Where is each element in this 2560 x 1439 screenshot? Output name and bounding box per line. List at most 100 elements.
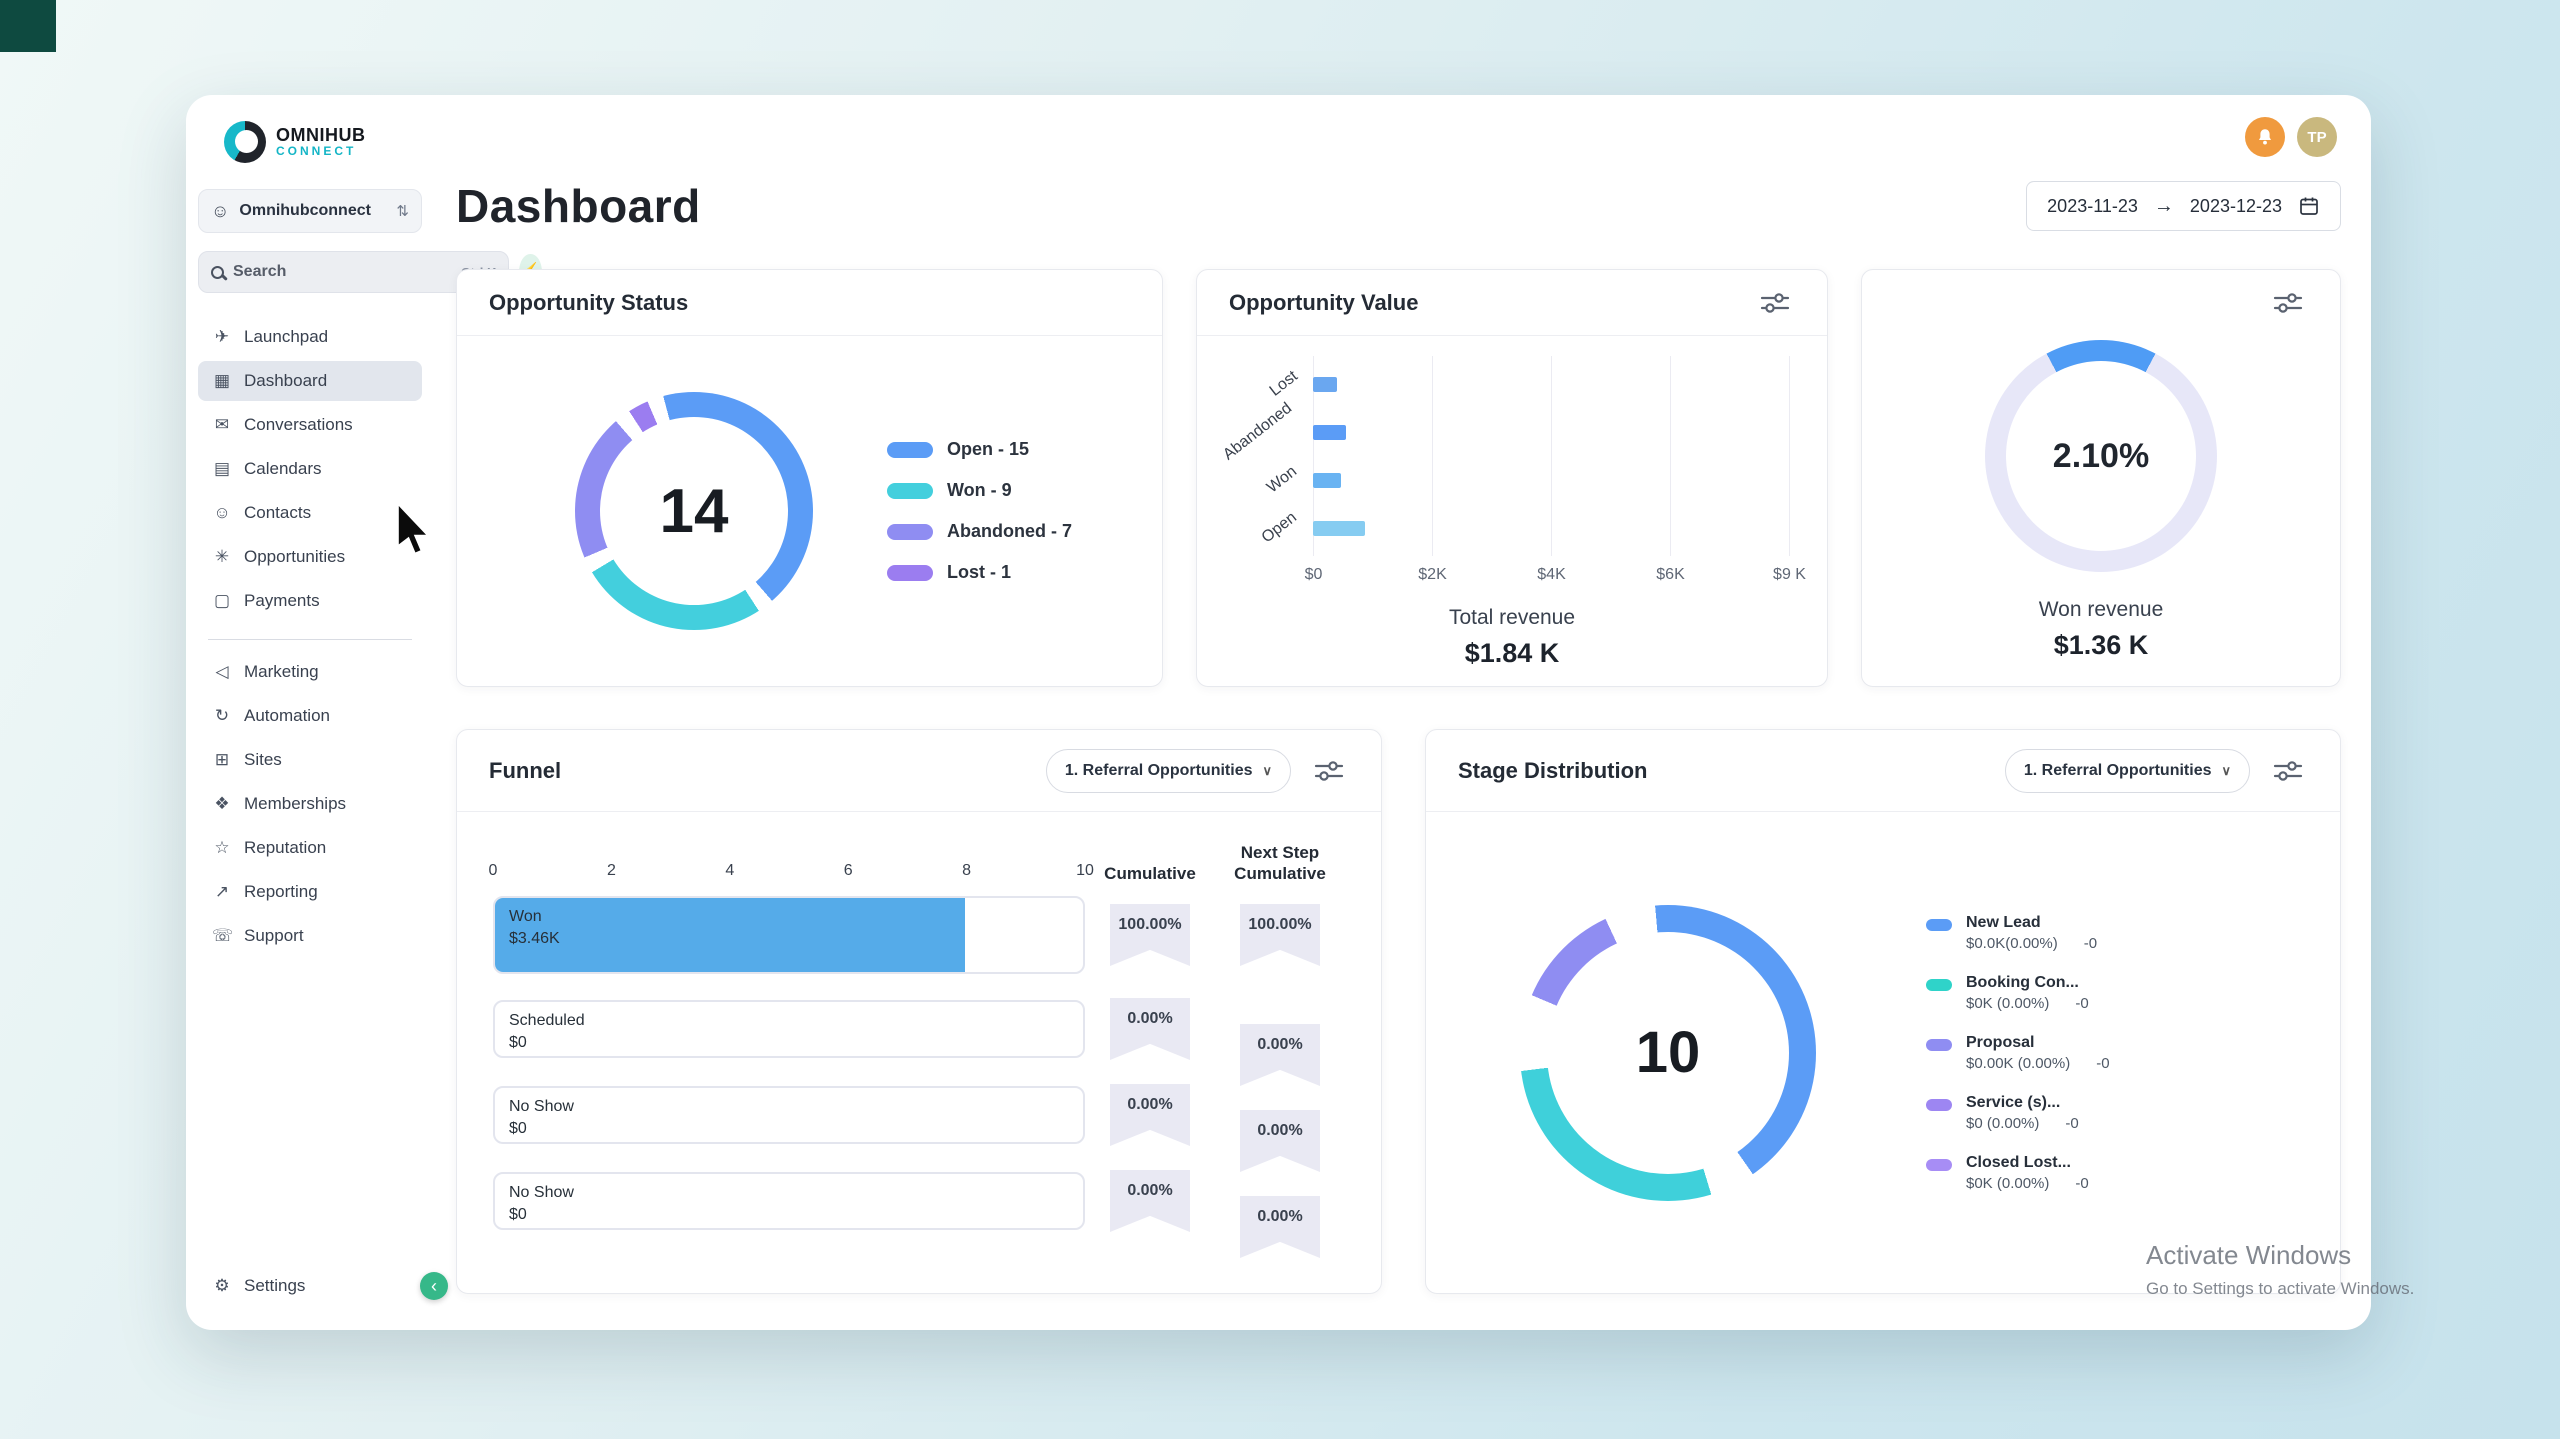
- activate-windows-watermark: Activate Windows Go to Settings to activ…: [2146, 1240, 2415, 1298]
- funnel-stage-label: Won: [509, 908, 542, 925]
- category-label: Lost: [1266, 367, 1301, 400]
- value-bar-row: Abandoned: [1213, 400, 1789, 464]
- app-window: OMNIHUB CONNECT ☺ Omnihubconnect ⇅ Ctrl …: [186, 95, 2371, 1330]
- axis-tick-label: $6K: [1656, 566, 1685, 583]
- marketing-icon: ◁: [215, 662, 229, 681]
- secondary-nav: ◁ Marketing ↻ Automation ⊞ Sites ❖ Membe…: [198, 652, 422, 956]
- funnel-stage-amount: $0: [509, 1119, 527, 1137]
- bar-area: [1313, 376, 1789, 392]
- sidebar-item-memberships[interactable]: ❖ Memberships: [198, 784, 422, 824]
- card-header: Opportunity Value: [1197, 270, 1827, 336]
- tune-icon: [1314, 760, 1344, 781]
- legend-text: Booking Con... $0K (0.00%) -0: [1966, 973, 2089, 1012]
- sidebar-item-reporting[interactable]: ↗ Reporting: [198, 872, 422, 912]
- funnel-stage-label: Scheduled: [509, 1012, 585, 1029]
- bar-area: [1313, 520, 1789, 536]
- axis-tick-label: 6: [843, 862, 853, 879]
- next-step-badge: 0.00%: [1240, 1110, 1320, 1172]
- search-bar[interactable]: Ctrl K: [198, 251, 510, 293]
- chevron-down-icon: ∨: [2221, 762, 2231, 778]
- stage-legend: New Lead $0.0K(0.00%) -0: [1926, 914, 2110, 1192]
- legend-color-pill: [887, 564, 933, 581]
- won-revenue-donut-chart: 2.10%: [1985, 340, 2217, 572]
- legend-color-pill: [1926, 978, 1952, 991]
- donut-hole: 14: [600, 417, 788, 605]
- avatar[interactable]: TP: [2297, 117, 2337, 157]
- notification-bell-button[interactable]: [2245, 117, 2285, 157]
- tune-icon: [2273, 293, 2303, 313]
- sidebar-item-support[interactable]: ☏ Support: [212, 926, 304, 945]
- grid-line: $0: [1305, 356, 1322, 583]
- sidebar-collapse-button[interactable]: ‹: [420, 1272, 448, 1300]
- legend-item: Open - 15: [887, 439, 1072, 460]
- sidebar-item-launchpad[interactable]: ✈ Launchpad: [198, 317, 422, 357]
- sidebar-item-automation[interactable]: ↻ Automation: [198, 696, 422, 736]
- sidebar-item-marketing[interactable]: ◁ Marketing: [198, 652, 422, 692]
- cumulative-badge: 0.00%: [1110, 1170, 1190, 1232]
- search-icon: [211, 265, 224, 279]
- axis-tick-label: $2K: [1418, 566, 1447, 583]
- donut-hole: 10: [1547, 931, 1789, 1174]
- search-row: Ctrl K ⚡: [198, 251, 542, 293]
- sidebar-item-calendars[interactable]: ▤ Calendars: [213, 459, 322, 478]
- legend-text: Proposal $0.00K (0.00%) -0: [1966, 1033, 2110, 1072]
- avatar-initials: TP: [2307, 128, 2327, 146]
- sidebar-item-opportunities[interactable]: ✳ Opportunities: [198, 537, 422, 577]
- legend-color-pill: [1926, 1098, 1952, 1111]
- total-revenue-label: Total revenue: [1448, 606, 1576, 629]
- legend-item: Abandoned - 7: [887, 521, 1072, 542]
- next-step-cell: 100.00%: [1215, 904, 1345, 966]
- payments-icon: ▢: [213, 591, 231, 610]
- primary-nav: ✈ Launchpad ▦ Dashboard ✉ Conversations …: [198, 317, 422, 621]
- category-label-cell: Won: [1213, 463, 1313, 496]
- launchpad-icon: ✈: [214, 327, 230, 346]
- search-input[interactable]: [233, 263, 452, 281]
- date-to: 2023-12-23: [2189, 195, 2282, 216]
- value-bar: [1313, 472, 1341, 488]
- sidebar-item-payments[interactable]: ▢ Payments: [213, 591, 320, 610]
- chart-settings-button[interactable]: [1755, 287, 1795, 319]
- card-header: Funnel 1. Referral Opportunities ∨: [457, 730, 1381, 812]
- opportunity-value-card: Opportunity Value: [1196, 269, 1828, 687]
- cumulative-cell: 0.00%: [1085, 1170, 1215, 1232]
- account-switcher[interactable]: ☺ Omnihubconnect ⇅: [198, 189, 422, 233]
- legend-color-pill: [1926, 1158, 1952, 1171]
- donut-hole: 2.10%: [2006, 361, 2196, 551]
- funnel-bar-label: No Show $0: [509, 1096, 574, 1139]
- funnel-pipeline-dropdown[interactable]: 1. Referral Opportunities ∨: [1045, 748, 1291, 793]
- Closed Lost...: Closed Lost... $0K (0.00%) -0: [1926, 1154, 2110, 1192]
- funnel-bar-label: Won $3.46K: [509, 906, 560, 949]
- logo-icon: [224, 121, 266, 163]
- support-icon: ☏: [212, 926, 234, 945]
- chart-settings-button[interactable]: [1309, 755, 1349, 787]
- reporting-icon: ↗: [214, 882, 230, 901]
- card-title: Opportunity Status: [489, 289, 689, 315]
- legend-text: New Lead $0.0K(0.00%) -0: [1966, 913, 2098, 952]
- category-label: Won: [1264, 462, 1301, 497]
- value-bar: [1313, 424, 1347, 440]
- page-title: Dashboard: [456, 180, 701, 232]
- Proposal: Proposal $0.00K (0.00%) -0: [1926, 1034, 2110, 1072]
- stage-pipeline-dropdown[interactable]: 1. Referral Opportunities ∨: [2004, 748, 2250, 793]
- sidebar-item-reputation[interactable]: ☆ Reputation: [198, 828, 422, 868]
- mouse-cursor: [397, 503, 430, 555]
- sidebar-item-contacts[interactable]: ☺ Contacts: [213, 503, 312, 522]
- screen-corner-artifact: [0, 0, 56, 52]
- funnel-bar-track: No Show $0: [493, 1086, 1085, 1144]
- won-revenue-value: $1.36 K: [2053, 630, 2149, 660]
- date-range-picker[interactable]: 2023-11-23 → 2023-12-23: [2026, 181, 2341, 231]
- status-legend: Open - 15 Won - 9 Abandoned - 7 Lost -: [887, 439, 1072, 583]
- sidebar-item-sites[interactable]: ⊞ Sites: [198, 740, 422, 780]
- chart-settings-button[interactable]: [2268, 287, 2308, 319]
- category-label-cell: Abandoned: [1213, 400, 1313, 464]
- chart-settings-button[interactable]: [2268, 755, 2308, 787]
- funnel-row: No Show $0 0.00% 0.00%: [493, 1170, 1345, 1258]
- sidebar-item-dashboard[interactable]: ▦ Dashboard: [198, 361, 422, 401]
- sidebar-item-settings[interactable]: ⚙ Settings: [198, 1266, 319, 1306]
- sidebar-item-conversations[interactable]: ✉ Conversations: [198, 405, 422, 445]
- header-row: Dashboard 2023-11-23 → 2023-12-23: [456, 179, 2341, 233]
- card-title: Funnel: [489, 757, 562, 783]
- stage-distribution-card: Stage Distribution 1. Referral Opportuni…: [1425, 729, 2341, 1294]
- card-header: Opportunity Status: [457, 270, 1162, 336]
